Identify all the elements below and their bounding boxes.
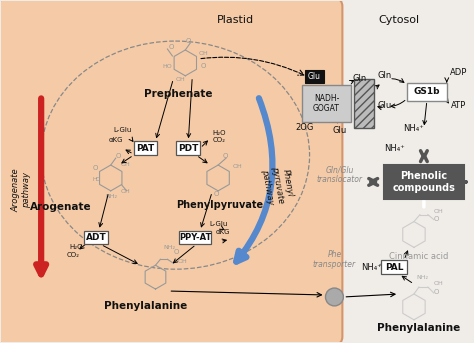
Text: ADP: ADP <box>450 68 467 77</box>
Text: Phenylpyruvate: Phenylpyruvate <box>176 200 264 210</box>
Text: OH: OH <box>198 51 208 56</box>
Text: NH₄⁺: NH₄⁺ <box>361 263 382 272</box>
Text: O: O <box>173 249 179 255</box>
Text: PAT: PAT <box>137 144 155 153</box>
Text: O: O <box>169 44 174 50</box>
Bar <box>384 165 464 199</box>
Bar <box>179 230 211 245</box>
Text: OH: OH <box>175 77 185 82</box>
Bar <box>354 79 374 128</box>
FancyBboxPatch shape <box>0 0 342 343</box>
Text: GS1b: GS1b <box>414 87 440 96</box>
Text: Cinnamic acid: Cinnamic acid <box>389 252 448 261</box>
Text: OH: OH <box>233 164 243 169</box>
Text: O: O <box>434 216 439 222</box>
Bar <box>305 70 325 83</box>
Text: NH₂: NH₂ <box>106 194 118 199</box>
Text: OH: OH <box>121 162 130 167</box>
Text: L-Glu: L-Glu <box>113 127 132 133</box>
Text: αKG: αKG <box>216 229 230 236</box>
Text: Gln: Gln <box>377 71 391 80</box>
Text: Phenolic
compounds: Phenolic compounds <box>392 171 456 193</box>
Text: O: O <box>434 289 439 295</box>
Text: NH₄⁺: NH₄⁺ <box>403 124 424 133</box>
Text: ATP: ATP <box>451 101 466 110</box>
Bar <box>134 141 157 155</box>
Text: HO: HO <box>93 177 101 182</box>
Text: CO₂: CO₂ <box>212 137 225 143</box>
Text: O: O <box>116 153 121 159</box>
Text: PDT: PDT <box>178 144 199 153</box>
Text: Glu: Glu <box>377 101 391 110</box>
Text: Arogenate: Arogenate <box>30 202 92 212</box>
Text: 2OG: 2OG <box>295 123 314 132</box>
Text: H₂O: H₂O <box>212 130 226 136</box>
Text: HO: HO <box>163 64 172 69</box>
Text: PAL: PAL <box>385 263 403 272</box>
Text: O: O <box>93 165 98 171</box>
Text: PPY-AT: PPY-AT <box>179 233 211 242</box>
Text: Glu: Glu <box>308 72 321 81</box>
Text: αKG: αKG <box>109 137 123 143</box>
Text: Arogenate
pathway: Arogenate pathway <box>11 168 31 212</box>
Text: O: O <box>213 191 219 197</box>
Bar <box>176 141 200 155</box>
Text: CO₂: CO₂ <box>66 252 80 258</box>
Text: Cytosol: Cytosol <box>378 15 419 25</box>
Text: Prephenate: Prephenate <box>144 89 213 99</box>
FancyArrowPatch shape <box>236 98 273 262</box>
Text: NH₂: NH₂ <box>164 245 175 250</box>
Text: Gln/Glu
translocator: Gln/Glu translocator <box>317 165 363 185</box>
Text: O: O <box>223 153 228 159</box>
Text: Glu: Glu <box>332 126 346 135</box>
Bar <box>407 83 447 100</box>
Bar <box>84 230 108 245</box>
Text: O: O <box>186 38 191 44</box>
Bar <box>301 85 351 122</box>
Bar <box>381 260 407 274</box>
Text: OH: OH <box>121 189 130 194</box>
Text: Plastid: Plastid <box>217 15 254 25</box>
Text: Phenylalanine: Phenylalanine <box>377 323 461 333</box>
Text: Phe
transporter: Phe transporter <box>313 250 356 269</box>
Text: ADT: ADT <box>85 233 106 242</box>
Text: Phenylalanine: Phenylalanine <box>104 301 187 311</box>
Text: Gln: Gln <box>352 74 366 83</box>
Text: OH: OH <box>434 209 444 214</box>
Text: NH₂: NH₂ <box>416 275 428 280</box>
Text: NADH-
GOGAT: NADH- GOGAT <box>313 94 340 113</box>
FancyArrowPatch shape <box>36 98 46 274</box>
Text: Phenyl
pyruvate
pathway: Phenyl pyruvate pathway <box>260 164 296 206</box>
Text: NH₄⁺: NH₄⁺ <box>383 144 404 153</box>
Circle shape <box>326 288 343 306</box>
Text: OH: OH <box>434 281 444 286</box>
Text: L-Glu: L-Glu <box>209 221 228 227</box>
Text: O: O <box>201 63 206 69</box>
Text: OH: OH <box>177 259 187 264</box>
Text: H₂O: H₂O <box>69 244 82 250</box>
